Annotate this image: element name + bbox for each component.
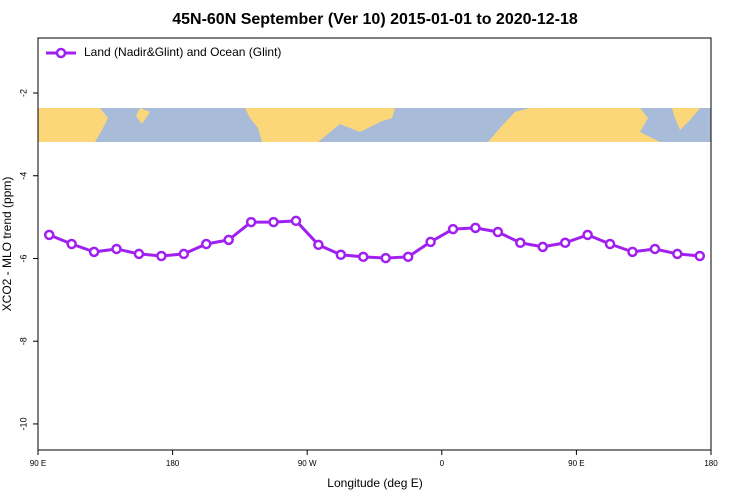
data-point xyxy=(88,246,100,258)
data-point xyxy=(380,252,391,264)
data-point xyxy=(402,251,414,263)
map-land xyxy=(136,108,150,124)
y-tick-label: -2 xyxy=(18,89,28,97)
data-point xyxy=(649,243,661,255)
map-land xyxy=(38,108,108,142)
data-point xyxy=(335,249,347,261)
map-land xyxy=(245,108,395,142)
x-tick-label: 90 E xyxy=(30,459,46,468)
data-point xyxy=(582,229,593,241)
data-point xyxy=(470,222,481,234)
data-point xyxy=(559,237,571,249)
data-point xyxy=(156,250,167,262)
data-point xyxy=(447,223,459,235)
data-point xyxy=(133,248,145,260)
y-tick-label: -10 xyxy=(18,417,28,430)
data-point xyxy=(313,239,324,251)
data-point xyxy=(201,238,212,250)
y-tick-label: -4 xyxy=(18,172,28,180)
data-point xyxy=(425,236,436,248)
data-point xyxy=(268,216,279,228)
y-axis-label: XCO2 - MLO trend (ppm) xyxy=(0,177,14,312)
chart-title: 45N-60N September (Ver 10) 2015-01-01 to… xyxy=(172,11,578,28)
data-point xyxy=(604,238,616,250)
data-point xyxy=(694,250,706,262)
x-tick-label: 90 W xyxy=(298,459,317,468)
data-point xyxy=(111,243,122,255)
legend-label: Land (Nadir&Glint) and Ocean (Glint) xyxy=(84,45,281,59)
data-point xyxy=(178,248,190,260)
x-tick-label: 0 xyxy=(440,459,445,468)
legend-marker xyxy=(55,47,67,59)
x-tick-label: 180 xyxy=(704,459,718,468)
map-strip xyxy=(38,108,711,142)
x-tick-label: 180 xyxy=(166,459,180,468)
data-point xyxy=(515,237,526,249)
data-point xyxy=(537,241,548,253)
data-point xyxy=(492,226,504,238)
series-line xyxy=(48,219,700,260)
map-land xyxy=(488,108,660,142)
data-point xyxy=(672,248,683,260)
data-point xyxy=(223,234,234,246)
data-point xyxy=(358,251,369,263)
data-point xyxy=(627,246,638,258)
data-point xyxy=(43,229,55,241)
x-axis-label: Longitude (deg E) xyxy=(327,476,422,490)
y-tick-label: -6 xyxy=(18,254,28,262)
data-point xyxy=(66,238,77,250)
x-tick-label: 90 E xyxy=(568,459,584,468)
plot-frame xyxy=(37,37,712,451)
y-tick-label: -8 xyxy=(18,337,28,345)
map-land xyxy=(672,108,700,130)
data-point xyxy=(245,216,257,228)
data-point xyxy=(290,215,302,227)
